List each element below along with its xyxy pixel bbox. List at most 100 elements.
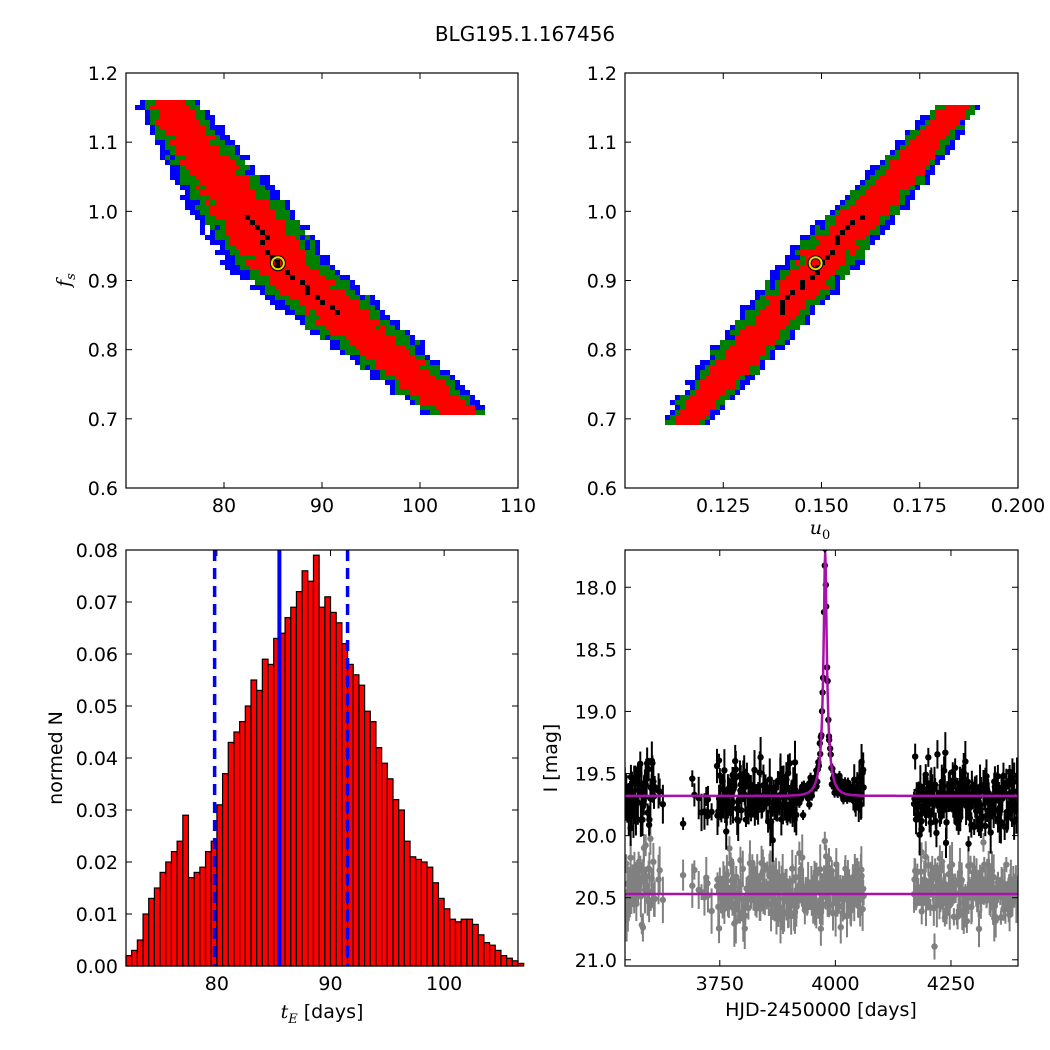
residual-point (1014, 897, 1018, 904)
heatmap-cell (240, 245, 245, 250)
heatmap-cell (910, 145, 915, 150)
heatmap-cell (765, 290, 770, 295)
heatmap-cell (280, 250, 285, 255)
heatmap-cell (790, 260, 795, 265)
heatmap-cell (890, 175, 895, 180)
heatmap-cell (170, 120, 175, 125)
heatmap-cell (250, 230, 255, 235)
heatmap-cell (970, 105, 975, 110)
heatmap-cell (805, 265, 810, 270)
data-point (1011, 778, 1018, 785)
heatmap-cell (895, 140, 900, 145)
heatmap-cell (780, 275, 785, 280)
heatmap-cell (740, 320, 745, 325)
heatmap-cell (150, 115, 155, 120)
heatmap-cell (245, 190, 250, 195)
heatmap-cell (305, 270, 310, 275)
heatmap-cell (850, 190, 855, 195)
heatmap-cell (875, 200, 880, 205)
heatmap-cell (930, 120, 935, 125)
heatmap-cell (870, 185, 875, 190)
heatmap-cell (945, 145, 950, 150)
heatmap-cell (805, 310, 810, 315)
heatmap-cell (230, 195, 235, 200)
heatmap-cell (335, 300, 340, 305)
heatmap-cell (725, 395, 730, 400)
heatmap-cell (425, 375, 430, 380)
heatmap-cell (800, 235, 805, 240)
histogram-bar (369, 720, 377, 967)
histogram-bar (426, 866, 434, 967)
heatmap-cell (275, 305, 280, 310)
y-tick-label: 0.06 (76, 644, 118, 666)
heatmap-cell (375, 315, 380, 320)
heatmap-cell (470, 405, 475, 410)
heatmap-cell (430, 410, 435, 415)
heatmap-cell (190, 155, 195, 160)
residual-point (651, 895, 658, 902)
heatmap-cell (325, 270, 330, 275)
heatmap-cell (250, 275, 255, 280)
heatmap-cell (305, 245, 310, 250)
heatmap-cell (315, 250, 320, 255)
heatmap-cell (375, 305, 380, 310)
heatmap-cell (850, 195, 855, 200)
axes-frame (624, 72, 1019, 489)
heatmap-cell (910, 130, 915, 135)
heatmap-cell (920, 175, 925, 180)
heatmap-cell (445, 400, 450, 405)
heatmap-cell (880, 215, 885, 220)
heatmap-cell (235, 155, 240, 160)
heatmap-cell (430, 390, 435, 395)
heatmap-cell (920, 155, 925, 160)
heatmap-cell (210, 235, 215, 240)
heatmap-cell (225, 150, 230, 155)
heatmap-cell (270, 215, 275, 220)
data-point (965, 840, 972, 847)
heatmap-cell (430, 365, 435, 370)
heatmap-cell (920, 130, 925, 135)
heatmap-cell (945, 105, 950, 110)
heatmap-cell (760, 355, 765, 360)
heatmap-cell (265, 270, 270, 275)
heatmap-cell (815, 250, 820, 255)
histogram-bar (193, 871, 201, 967)
heatmap-cell (315, 315, 320, 320)
heatmap-cell (895, 200, 900, 205)
heatmap-cell (360, 335, 365, 340)
heatmap-cell (850, 235, 855, 240)
heatmap-cell (710, 345, 715, 350)
heatmap-cell (415, 390, 420, 395)
heatmap-cell (745, 350, 750, 355)
heatmap-cell (265, 210, 270, 215)
heatmap-cell (220, 190, 225, 195)
heatmap-cell (320, 260, 325, 265)
heatmap-cell (750, 330, 755, 335)
heatmap-cell (900, 140, 905, 145)
residual-point (817, 866, 824, 873)
heatmap-cell (330, 290, 335, 295)
heatmap-cell (170, 175, 175, 180)
heatmap-cell (210, 165, 215, 170)
heatmap-cell (900, 155, 905, 160)
heatmap-cell (215, 180, 220, 185)
heatmap-cell (220, 180, 225, 185)
heatmap-cell (820, 280, 825, 285)
heatmap-cell (845, 260, 850, 265)
heatmap-cell (225, 170, 230, 175)
heatmap-cell (230, 170, 235, 175)
heatmap-cell (900, 200, 905, 205)
heatmap-cell (280, 220, 285, 225)
heatmap-cell (205, 110, 210, 115)
heatmap-cell (165, 125, 170, 130)
heatmap-cell (310, 325, 315, 330)
heatmap-cell (880, 165, 885, 170)
heatmap-cell (670, 415, 675, 420)
best-cell (305, 285, 310, 290)
data-point (639, 816, 646, 823)
heatmap-cell (950, 130, 955, 135)
heatmap-cell (350, 315, 355, 320)
heatmap-cell (230, 165, 235, 170)
heatmap-cell (680, 395, 685, 400)
heatmap-cell (890, 195, 895, 200)
